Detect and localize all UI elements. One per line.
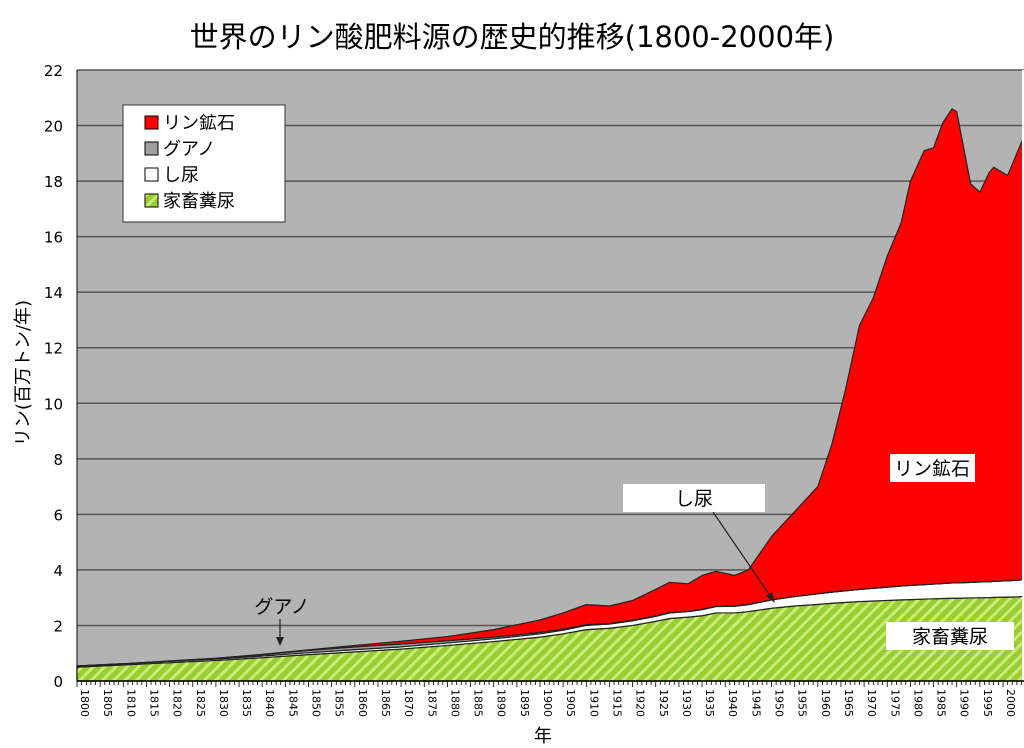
y-tick-label: 8 xyxy=(53,451,63,469)
x-tick-label: 1890 xyxy=(495,689,508,717)
x-tick-label: 1955 xyxy=(796,689,809,717)
x-tick-label: 2000 xyxy=(1004,689,1017,717)
x-tick-label: 1915 xyxy=(610,689,623,717)
label-manure: 家畜糞尿 xyxy=(912,626,988,648)
legend-swatch xyxy=(144,167,159,182)
legend-swatch xyxy=(144,141,159,156)
x-tick-label: 1990 xyxy=(958,689,971,717)
x-tick-label: 1800 xyxy=(78,689,91,717)
legend-label: し尿 xyxy=(163,165,199,186)
x-tick-label: 1960 xyxy=(819,689,832,717)
plot-right-edge xyxy=(1022,70,1024,681)
x-tick-label: 1835 xyxy=(240,689,253,717)
x-tick-label: 1865 xyxy=(379,689,392,717)
rock-area xyxy=(76,108,1024,667)
x-tick-label: 1950 xyxy=(773,689,786,717)
y-tick-label: 4 xyxy=(53,562,63,580)
x-tick-label: 1970 xyxy=(865,689,878,717)
x-tick-label: 1855 xyxy=(333,689,346,717)
y-tick-label: 2 xyxy=(53,617,63,635)
x-tick-label: 1840 xyxy=(263,689,276,717)
y-tick-label: 12 xyxy=(44,340,63,358)
x-tick-label: 1930 xyxy=(680,689,693,717)
x-tick-label: 1995 xyxy=(981,689,994,717)
x-tick-label: 1910 xyxy=(587,689,600,717)
x-tick-label: 1850 xyxy=(310,689,323,717)
x-tick-label: 1805 xyxy=(101,689,114,717)
x-tick-label: 1975 xyxy=(888,689,901,717)
label-box-manure xyxy=(886,622,1014,650)
x-tick-label: 1870 xyxy=(402,689,415,717)
arrowhead-guano xyxy=(276,637,284,646)
x-tick-label: 1880 xyxy=(448,689,461,717)
y-tick-label: 20 xyxy=(44,118,63,136)
x-tick-label: 1965 xyxy=(842,689,855,717)
y-tick-label: 0 xyxy=(53,673,63,691)
x-tick-label: 1895 xyxy=(518,689,531,717)
y-tick-label: 22 xyxy=(44,62,63,80)
x-tick-label: 1810 xyxy=(124,689,137,717)
label-excreta: し尿 xyxy=(675,488,713,510)
x-tick-label: 1845 xyxy=(286,689,299,717)
x-tick-label: 1985 xyxy=(935,689,948,717)
x-tick-label: 1935 xyxy=(703,689,716,717)
y-tick-label: 6 xyxy=(53,506,63,524)
x-tick-label: 1885 xyxy=(472,689,485,717)
x-tick-label: 1815 xyxy=(147,689,160,717)
x-tick-label: 1945 xyxy=(749,689,762,717)
x-tick-label: 1925 xyxy=(657,689,670,717)
x-tick-label: 1980 xyxy=(911,689,924,717)
legend-label: グアノ xyxy=(163,139,215,160)
y-tick-label: 14 xyxy=(44,284,63,302)
x-tick-label: 1820 xyxy=(171,689,184,717)
x-tick-label: 1905 xyxy=(564,689,577,717)
x-tick-label: 1825 xyxy=(194,689,207,717)
arrowhead-excreta xyxy=(766,592,775,603)
legend-swatch xyxy=(144,193,159,208)
legend-label: 家畜糞尿 xyxy=(163,191,235,212)
label-guano: グアノ xyxy=(254,596,309,618)
arrow-excreta xyxy=(712,511,774,601)
x-tick-label: 1900 xyxy=(541,689,554,717)
x-tick-label: 1940 xyxy=(726,689,739,717)
x-tick-label: 1920 xyxy=(634,689,647,717)
label-rock: リン鉱石 xyxy=(894,458,970,480)
x-tick-label: 1830 xyxy=(217,689,230,717)
y-tick-label: 16 xyxy=(44,229,63,247)
chart-title: 世界のリン酸肥料源の歴史的推移(1800-2000年) xyxy=(189,20,835,54)
legend-swatch xyxy=(144,115,159,130)
label-box-rock xyxy=(890,454,975,482)
label-box-excreta xyxy=(623,484,765,512)
y-tick-label: 18 xyxy=(44,173,63,191)
y-tick-label: 10 xyxy=(44,395,63,413)
x-tick-label: 1860 xyxy=(356,689,369,717)
legend-label: リン鉱石 xyxy=(163,113,235,134)
x-tick-label: 1875 xyxy=(425,689,438,717)
